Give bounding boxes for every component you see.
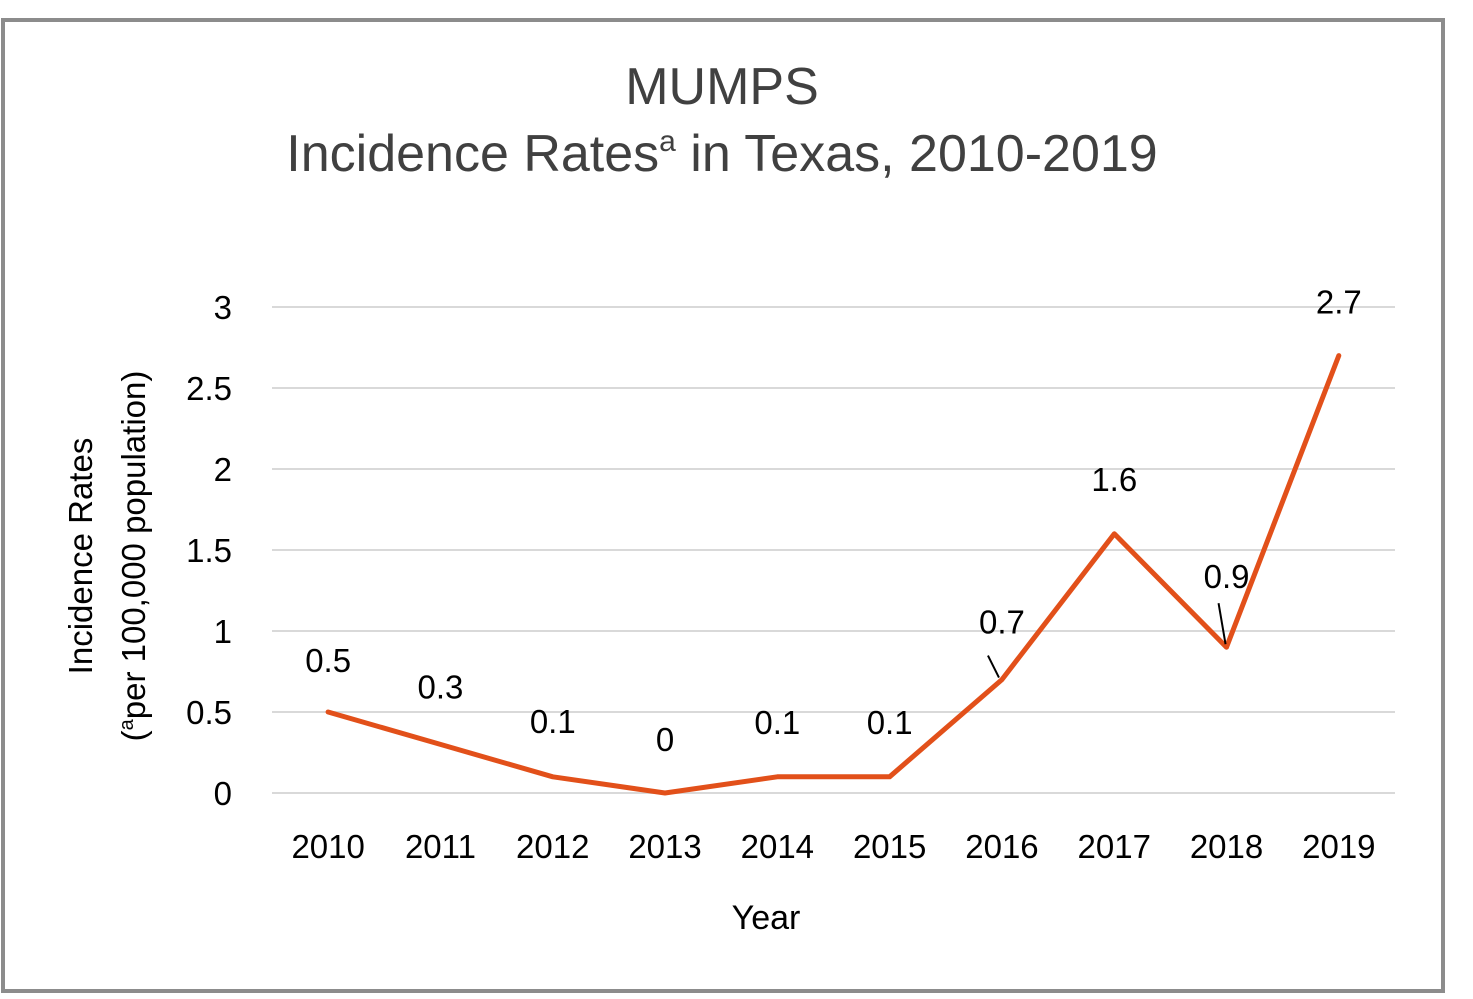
x-tick-label: 2010	[291, 828, 364, 865]
data-label: 0.5	[305, 642, 351, 679]
data-label: 0	[656, 721, 674, 758]
y-tick-label: 1.5	[186, 532, 232, 569]
data-label: 0.1	[754, 704, 800, 741]
x-tick-label: 2012	[516, 828, 589, 865]
y-tick-label: 1	[214, 613, 232, 650]
y-axis-title-line1: Incidence Rates	[62, 438, 99, 675]
x-tick-label: 2019	[1302, 828, 1375, 865]
x-tick-label: 2017	[1078, 828, 1151, 865]
chart-title-main: Incidence Rates	[286, 125, 659, 183]
data-label: 1.6	[1091, 461, 1137, 498]
x-tick-label: 2014	[741, 828, 814, 865]
data-label: 0.1	[867, 704, 913, 741]
x-tick-label: 2011	[405, 828, 476, 865]
x-tick-label: 2018	[1190, 828, 1263, 865]
chart-title-line1: MUMPS	[625, 58, 819, 116]
chart-title-rest: in Texas, 2010-2019	[676, 125, 1158, 183]
data-label: 2.7	[1316, 284, 1362, 321]
chart-title-line2: Incidence Ratesa in Texas, 2010-2019	[286, 125, 1157, 183]
x-tick-label: 2016	[965, 828, 1038, 865]
y-tick-label: 0	[214, 775, 232, 812]
y-axis-title-second: (aper 100,000 population)	[115, 371, 152, 742]
y-axis-title-line2: per 100,000 population)	[115, 371, 152, 720]
x-tick-label: 2015	[853, 828, 926, 865]
data-label: 0.7	[979, 604, 1025, 641]
y-tick-label: 0.5	[186, 694, 232, 731]
chart-title-superscript: a	[659, 125, 676, 158]
data-label: 0.1	[530, 703, 576, 740]
y-tick-label: 3	[214, 289, 232, 326]
x-axis-title: Year	[732, 899, 801, 937]
data-label: 0.3	[418, 668, 464, 705]
x-tick-label: 2013	[628, 828, 701, 865]
y-tick-label: 2.5	[186, 370, 232, 407]
y-tick-label: 2	[214, 451, 232, 488]
data-label: 0.9	[1204, 558, 1250, 595]
y-axis-title-open-paren: (	[115, 730, 152, 741]
y-axis-title: Incidence Rates	[62, 438, 99, 675]
